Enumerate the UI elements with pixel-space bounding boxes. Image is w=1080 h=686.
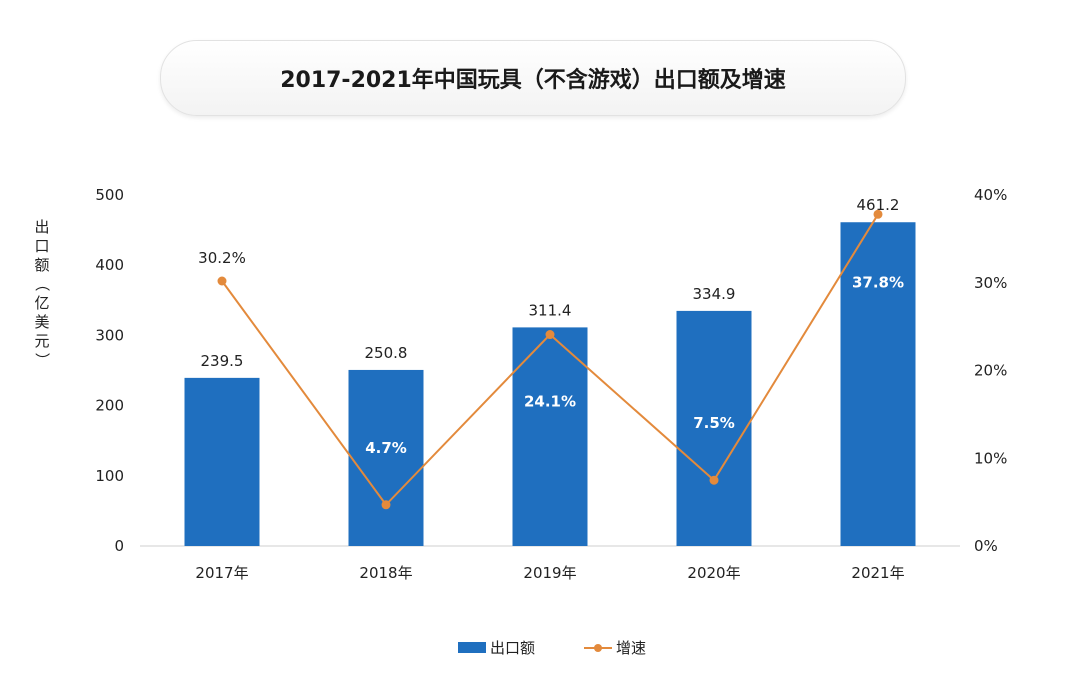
x-tick-label: 2017年	[195, 564, 248, 582]
y2-tick-label: 0%	[974, 537, 998, 555]
y-axis-label-char: 出	[34, 218, 49, 236]
growth-rate-point	[217, 276, 227, 286]
legend-label-export: 出口额	[490, 639, 535, 657]
legend-swatch-export	[458, 642, 486, 653]
bar-value-label: 461.2	[857, 196, 900, 214]
y-axis-label-char: 元	[34, 332, 49, 350]
legend-label-growth: 增速	[616, 639, 646, 657]
growth-rate-point	[709, 475, 719, 485]
y-axis-label-char: （	[33, 276, 51, 291]
legend-swatch-growth-point	[594, 644, 602, 652]
y-axis-label-char: 美	[34, 313, 49, 331]
rate-label: 7.5%	[693, 414, 735, 432]
y-axis-label-char: 亿	[34, 294, 49, 312]
y2-tick-label: 40%	[974, 186, 1007, 204]
bar-export-2	[348, 369, 424, 546]
y2-tick-label: 20%	[974, 362, 1007, 380]
bar-value-label: 311.4	[529, 301, 572, 319]
y-tick-label: 500	[95, 186, 124, 204]
y-axis-label-char: 口	[34, 237, 49, 255]
growth-rate-point	[381, 500, 391, 510]
y-tick-label: 100	[95, 467, 124, 485]
x-tick-label: 2018年	[359, 564, 412, 582]
bar-value-label: 239.5	[201, 352, 244, 370]
bar-export-4	[676, 310, 752, 546]
bar-value-label: 250.8	[365, 344, 408, 362]
growth-rate-point	[873, 209, 883, 219]
x-tick-label: 2021年	[851, 564, 904, 582]
x-tick-label: 2019年	[523, 564, 576, 582]
y2-tick-label: 30%	[974, 274, 1007, 292]
rate-label: 24.1%	[524, 393, 576, 411]
rate-label: 30.2%	[198, 249, 246, 267]
bar-export-1	[184, 377, 260, 546]
x-tick-label: 2020年	[687, 564, 740, 582]
bar-value-label: 334.9	[693, 285, 736, 303]
title-banner: 2017-2021年中国玩具（不含游戏）出口额及增速	[160, 40, 906, 116]
rate-label: 37.8%	[852, 273, 904, 291]
growth-rate-point	[545, 330, 555, 340]
y-tick-label: 400	[95, 256, 124, 274]
y-tick-label: 200	[95, 397, 124, 415]
chart-title: 2017-2021年中国玩具（不含游戏）出口额及增速	[280, 68, 786, 93]
y-axis-label-char: 额	[34, 256, 49, 274]
y-tick-label: 300	[95, 326, 124, 344]
y-tick-label: 0	[114, 537, 124, 555]
bar-export-5	[840, 222, 916, 546]
y-axis-label-char: ）	[33, 352, 51, 367]
y2-tick-label: 10%	[974, 449, 1007, 467]
bar-export-3	[512, 327, 588, 546]
rate-label: 4.7%	[365, 439, 407, 457]
